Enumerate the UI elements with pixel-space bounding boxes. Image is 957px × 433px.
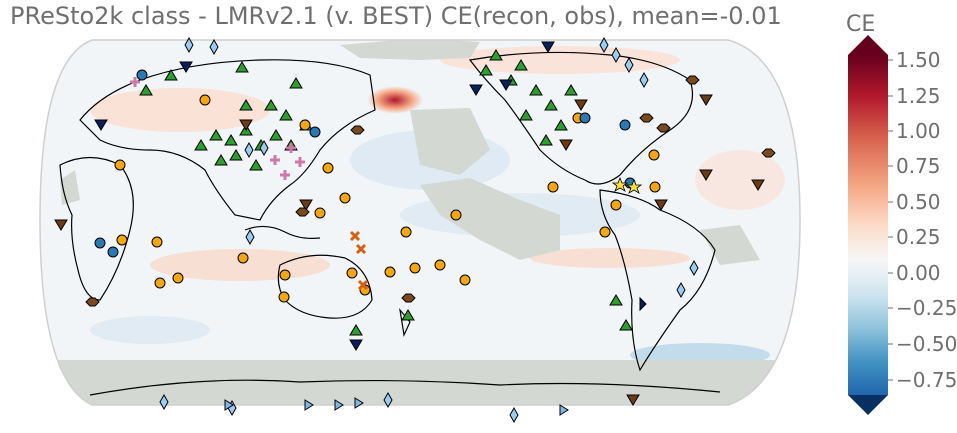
- map-title: PReSto2k class - LMRv2.1 (v. BEST) CE(re…: [10, 2, 782, 30]
- colorbar: [848, 35, 893, 415]
- colorbar-tick: 0.25: [896, 225, 941, 249]
- colorbar-tick: 1.25: [896, 84, 941, 108]
- colorbar-tick: −0.75: [896, 368, 957, 392]
- colorbar-tick: −0.50: [896, 332, 957, 356]
- colorbar-tick: 0.75: [896, 154, 941, 178]
- colorbar-tick: −0.25: [896, 296, 957, 320]
- colorbar-tick: 1.00: [896, 119, 941, 143]
- ce-field: [40, 40, 800, 405]
- colorbar-tick: 0.00: [896, 261, 941, 285]
- colorbar-label: CE: [846, 12, 876, 37]
- colorbar-tick: 0.50: [896, 190, 941, 214]
- proxy-markers: [54, 36, 776, 424]
- colorbar-tick: 1.50: [896, 48, 941, 72]
